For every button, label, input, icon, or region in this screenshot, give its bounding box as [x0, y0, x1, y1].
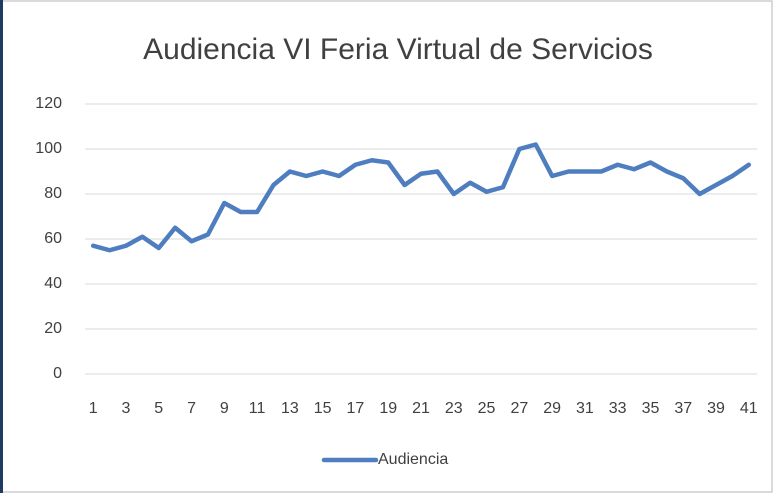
- x-tick-label: 5: [154, 400, 163, 417]
- x-tick-label: 15: [314, 400, 332, 417]
- y-tick-label: 60: [44, 230, 62, 247]
- x-tick-label: 13: [281, 400, 299, 417]
- x-tick-label: 31: [576, 400, 594, 417]
- x-tick-label: 3: [122, 400, 131, 417]
- x-tick-label: 1: [89, 400, 98, 417]
- frame-accent: [0, 0, 3, 493]
- line: [90, 142, 752, 253]
- y-tick-label: 20: [44, 320, 62, 337]
- chart-title: Audiencia VI Feria Virtual de Servicios: [143, 33, 653, 66]
- x-tick-label: 11: [249, 400, 266, 417]
- x-tick-label: 37: [674, 400, 692, 417]
- x-tick-label: 39: [707, 400, 725, 417]
- x-tick-label: 21: [412, 400, 430, 417]
- x-tick-label: 33: [609, 400, 627, 417]
- y-tick-label: 40: [44, 275, 62, 292]
- x-tick-label: 9: [220, 400, 229, 417]
- y-tick-label: 120: [35, 95, 62, 112]
- x-tick-label: 23: [445, 400, 463, 417]
- x-tick-label: 35: [642, 400, 660, 417]
- x-tick-label: 29: [543, 400, 561, 417]
- y-tick-label: 100: [35, 140, 62, 157]
- x-tick-label: 25: [478, 400, 496, 417]
- x-tick-label: 41: [740, 400, 758, 417]
- legend-label: Audiencia: [378, 451, 448, 468]
- x-tick-label: 7: [187, 400, 196, 417]
- x-tick-label: 19: [379, 400, 397, 417]
- y-tick-label: 80: [44, 185, 62, 202]
- x-tick-label: 17: [347, 400, 365, 417]
- y-tick-label: 0: [53, 365, 62, 382]
- x-tick-label: 27: [510, 400, 528, 417]
